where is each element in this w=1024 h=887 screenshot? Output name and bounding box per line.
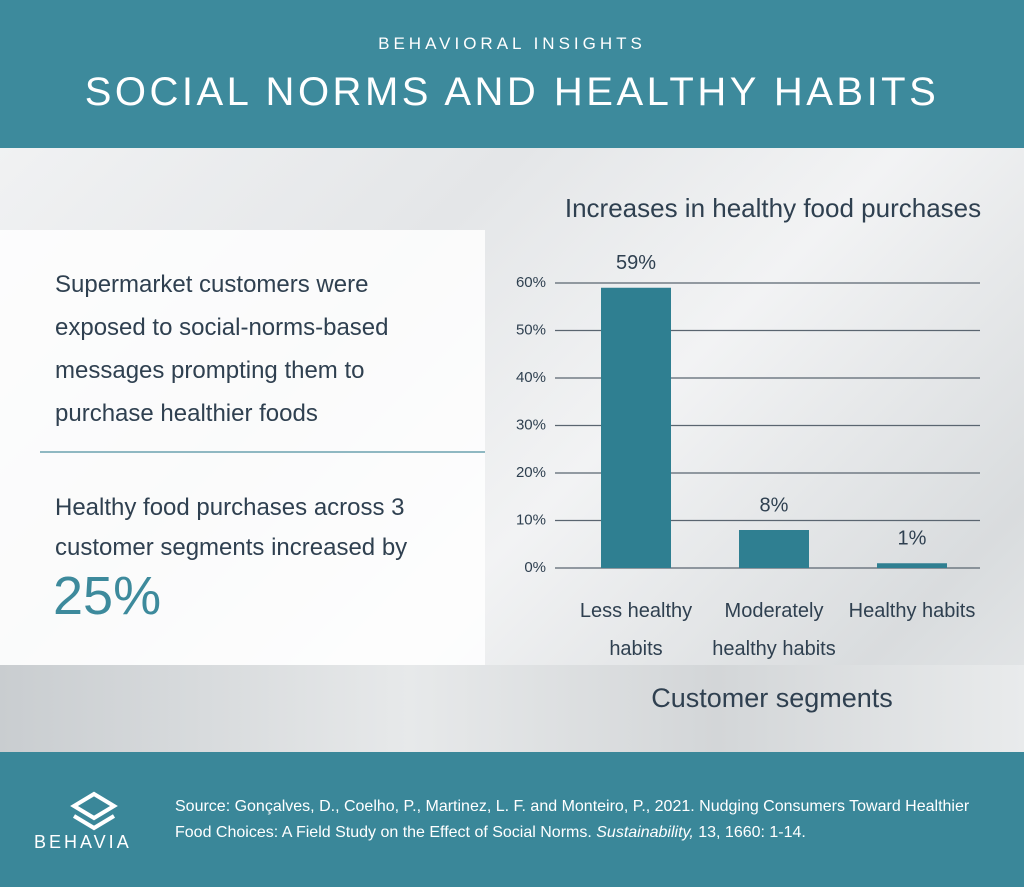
y-tick-label: 0%: [524, 559, 546, 576]
x-tick-label: Less healthy habits: [579, 600, 693, 660]
background-photo: [0, 665, 1024, 752]
value-label: 59%: [616, 252, 656, 274]
y-tick-label: 40%: [516, 369, 546, 386]
title: SOCIAL NORMS AND HEALTHY HABITS: [84, 70, 940, 114]
source: Source: Gonçalves, D., Coelho, P., Marti…: [175, 794, 1005, 846]
bar: [877, 563, 947, 568]
source-journal: Sustainability,: [596, 824, 694, 841]
source-text: 13, 1660: 1-14.: [693, 824, 806, 841]
y-tick-label: 20%: [516, 464, 546, 481]
x-tick-label: Moderately healthy habits: [712, 600, 836, 660]
x-axis-title: Customer segments: [651, 683, 893, 713]
footer: BEHAVIA Source: Gonçalves, D., Coelho, P…: [0, 752, 1024, 887]
result-text: Healthy food purchases across 3 customer…: [55, 494, 408, 561]
logo-shape: [70, 791, 118, 821]
y-tick-label: 10%: [516, 511, 546, 528]
divider: [40, 451, 485, 453]
x-tick-label: Healthy habits: [848, 600, 976, 622]
text-panel: [0, 230, 485, 665]
value-label: 8%: [760, 494, 789, 516]
bar: [739, 530, 809, 568]
logo-icon: [70, 791, 118, 831]
y-tick-label: 30%: [516, 416, 546, 433]
kicker: BEHAVIORAL INSIGHTS: [378, 34, 646, 53]
intro-text: Supermarket customers were exposed to so…: [55, 271, 389, 427]
y-tick-label: 50%: [516, 321, 546, 338]
source-text: Source: Gonçalves, D., Coelho, P., Marti…: [175, 798, 970, 841]
chart: Increases in healthy food purchases Cust…: [516, 193, 981, 713]
bar: [601, 287, 671, 568]
value-label: 1%: [898, 528, 927, 550]
header: BEHAVIORAL INSIGHTS SOCIAL NORMS AND HEA…: [0, 0, 1024, 148]
highlight-number: 25%: [53, 566, 162, 626]
y-tick-label: 60%: [516, 274, 546, 291]
brand: BEHAVIA: [34, 832, 132, 852]
chart-title: Increases in healthy food purchases: [565, 193, 981, 223]
logo-shape: [72, 814, 116, 831]
